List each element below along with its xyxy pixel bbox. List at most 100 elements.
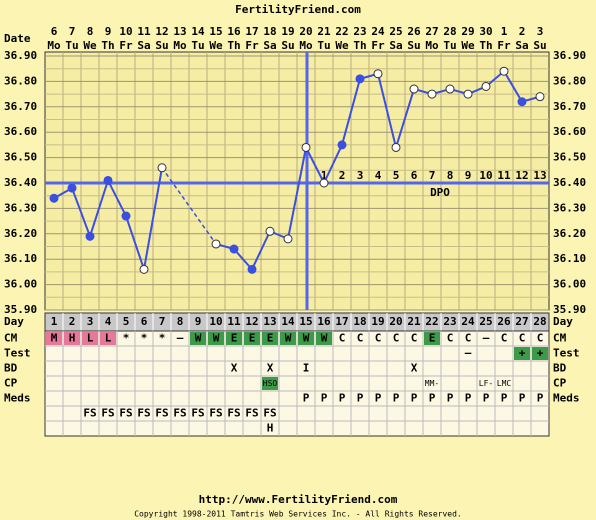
day-number: 11 — [227, 315, 241, 328]
y-tick-label-right: 36.90 — [553, 49, 586, 62]
day-number: 27 — [515, 315, 528, 328]
weekday: Tu — [317, 39, 330, 52]
date: 9 — [105, 25, 112, 38]
cell-text: P — [357, 392, 364, 405]
cell-text: P — [429, 392, 436, 405]
date: 23 — [353, 25, 366, 38]
dpo-number: 9 — [465, 169, 472, 182]
weekday: Tu — [443, 39, 456, 52]
cell-text: X — [231, 362, 238, 375]
y-tick-label: 35.90 — [4, 303, 37, 316]
day-number: 21 — [407, 315, 421, 328]
day-number: 5 — [123, 315, 130, 328]
cell-text: – — [177, 332, 184, 345]
y-tick-label-right: 36.10 — [553, 252, 586, 265]
cell-text: X — [411, 362, 418, 375]
y-tick-label: 36.60 — [4, 125, 37, 138]
day-number: 25 — [479, 315, 492, 328]
cell-text: HSO — [263, 379, 278, 388]
cell-fill — [82, 332, 98, 345]
weekday: Mo — [173, 39, 187, 52]
cell-text: P — [537, 392, 544, 405]
date: 21 — [317, 25, 331, 38]
weekday: Sa — [389, 39, 402, 52]
cell-text: P — [465, 392, 472, 405]
cell-text: – — [465, 347, 472, 360]
weekday: Sa — [137, 39, 150, 52]
cell-fill — [208, 332, 224, 345]
cell-text: P — [321, 392, 328, 405]
temperature-point — [85, 231, 95, 241]
date: 15 — [209, 25, 222, 38]
y-tick-label: 36.30 — [4, 201, 37, 214]
cell-text: + — [519, 347, 526, 360]
y-tick-label: 36.50 — [4, 151, 37, 164]
day-number: 18 — [353, 315, 366, 328]
footer-url: http://www.FertilityFriend.com — [199, 493, 398, 506]
temperature-point — [445, 84, 455, 94]
y-tick-label-right: 35.90 — [553, 303, 586, 316]
cell-text: P — [393, 392, 400, 405]
cell-fill — [244, 332, 260, 345]
cell-text: MM- — [425, 379, 439, 388]
row-label: Test — [4, 347, 31, 360]
date: 20 — [299, 25, 312, 38]
cell-text: LMC — [497, 379, 512, 388]
cell-fill — [298, 332, 314, 345]
cell-text: – — [483, 332, 490, 345]
cell-text: + — [537, 347, 544, 360]
weekday: Sa — [515, 39, 528, 52]
weekday: We — [83, 39, 97, 52]
date: 13 — [173, 25, 186, 38]
date: 19 — [281, 25, 294, 38]
cell-text: P — [375, 392, 382, 405]
date: 11 — [137, 25, 151, 38]
dpo-number: 10 — [479, 169, 492, 182]
date-label: Date — [4, 32, 31, 45]
cell-text: M — [51, 332, 58, 345]
weekday: We — [209, 39, 223, 52]
dpo-number: 11 — [497, 169, 511, 182]
y-tick-label-right: 36.20 — [553, 227, 586, 240]
cell-text: C — [393, 332, 400, 345]
date: 16 — [227, 25, 241, 38]
weekday: Th — [479, 39, 492, 52]
date: 17 — [245, 25, 258, 38]
day-number: 4 — [105, 315, 112, 328]
temperature-point — [301, 142, 311, 152]
weekday: Tu — [191, 39, 204, 52]
y-tick-label-right: 36.00 — [553, 278, 586, 291]
day-number: 9 — [195, 315, 202, 328]
weekday: Mo — [425, 39, 439, 52]
weekday: Th — [353, 39, 366, 52]
day-label: Day — [4, 315, 24, 328]
date: 10 — [119, 25, 132, 38]
weekday: Su — [407, 39, 420, 52]
cell-text: H — [267, 422, 274, 435]
date: 26 — [407, 25, 421, 38]
cell-fill — [226, 332, 242, 345]
dpo-number: 5 — [393, 169, 400, 182]
dpo-label: DPO — [430, 186, 450, 199]
dpo-number: 6 — [411, 169, 418, 182]
temperature-point — [49, 193, 59, 203]
day-number: 24 — [461, 315, 475, 328]
y-tick-label: 36.40 — [4, 176, 37, 189]
cell-text: E — [429, 332, 436, 345]
weekday: Sa — [263, 39, 276, 52]
temperature-point — [355, 74, 365, 84]
cell-text: W — [321, 332, 328, 345]
day-number: 14 — [281, 315, 295, 328]
cell-text: X — [267, 362, 274, 375]
date: 2 — [519, 25, 526, 38]
cell-text: W — [303, 332, 310, 345]
y-tick-label: 36.70 — [4, 100, 37, 113]
row-label-right: BD — [553, 362, 567, 375]
weekday: Fr — [245, 39, 259, 52]
cell-fill — [532, 347, 548, 360]
dpo-number: 1 — [321, 169, 328, 182]
day-number: 26 — [497, 315, 511, 328]
cell-text: W — [213, 332, 220, 345]
